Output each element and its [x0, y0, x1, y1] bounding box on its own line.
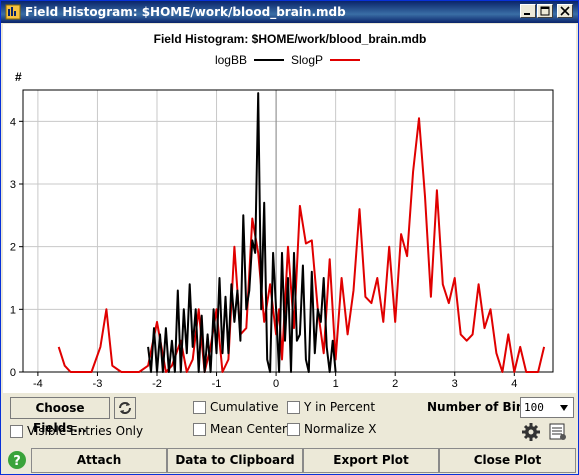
- window-title: Field Histogram: $HOME/work/blood_brain.…: [25, 5, 346, 19]
- y-in-percent-label: Y in Percent: [304, 400, 376, 414]
- app-icon: [5, 4, 21, 20]
- mean-center-label: Mean Center: [210, 422, 287, 436]
- y-tick-label: 2: [10, 242, 16, 254]
- y-tick-label: 3: [10, 179, 16, 191]
- series-line-slogp: [57, 117, 546, 373]
- plot-frame: [22, 89, 554, 373]
- export-plot-button[interactable]: Export Plot: [303, 448, 439, 473]
- refresh-icon: [119, 402, 131, 414]
- x-tick-label: 3: [452, 378, 458, 390]
- chart-title: Field Histogram: $HOME/work/blood_brain.…: [154, 32, 427, 46]
- mean-center-checkbox[interactable]: [193, 423, 206, 436]
- normalize-x-label: Normalize X: [304, 422, 377, 436]
- num-bins-select[interactable]: 100: [520, 397, 574, 418]
- num-bins-value: 100: [524, 401, 544, 414]
- visible-entries-only-label: Visible Entries Only: [27, 424, 144, 438]
- series-line-logbb: [147, 92, 337, 373]
- y-tick-label: 0: [10, 367, 16, 379]
- help-icon: ?: [8, 451, 26, 469]
- legend-label-logbb: logBB: [215, 53, 247, 67]
- x-tick-label: 2: [392, 378, 398, 390]
- x-tick-label: -4: [33, 378, 43, 390]
- settings-button[interactable]: [521, 422, 541, 442]
- table-view-button[interactable]: [548, 422, 568, 442]
- close-button[interactable]: [557, 4, 573, 18]
- legend-label-slogp: SlogP: [291, 53, 323, 67]
- x-tick-label: -2: [152, 378, 162, 390]
- y-axis-label: #: [15, 70, 22, 84]
- histogram-chart: Field Histogram: $HOME/work/blood_brain.…: [10, 32, 554, 390]
- y-tick-label: 4: [10, 116, 16, 128]
- maximize-button[interactable]: [537, 4, 553, 18]
- num-bins-label: Number of Bins:: [427, 400, 537, 414]
- gear-icon: [522, 423, 540, 441]
- data-to-clipboard-button[interactable]: Data to Clipboard: [167, 448, 303, 473]
- visible-entries-only-checkbox[interactable]: [10, 425, 23, 438]
- y-in-percent-checkbox[interactable]: [287, 401, 300, 414]
- y-tick-label: 1: [10, 304, 16, 316]
- x-tick-label: 4: [511, 378, 517, 390]
- help-button[interactable]: ?: [7, 450, 27, 470]
- normalize-x-checkbox[interactable]: [287, 423, 300, 436]
- plot-area: Field Histogram: $HOME/work/blood_brain.…: [3, 24, 576, 393]
- title-bar[interactable]: Field Histogram: $HOME/work/blood_brain.…: [1, 1, 578, 23]
- x-tick-label: -1: [212, 378, 222, 390]
- svg-text:?: ?: [13, 454, 21, 469]
- close-plot-button[interactable]: Close Plot: [439, 448, 576, 473]
- legend: logBB SlogP: [215, 53, 360, 67]
- x-tick-label: -3: [93, 378, 103, 390]
- minimize-button[interactable]: [520, 4, 536, 18]
- maximize-icon: [540, 6, 550, 16]
- minimize-icon: [524, 13, 530, 15]
- close-icon: [560, 6, 570, 16]
- cumulative-checkbox[interactable]: [193, 401, 206, 414]
- table-icon: [549, 423, 566, 440]
- attach-button[interactable]: Attach: [31, 448, 167, 473]
- cumulative-label: Cumulative: [210, 400, 279, 414]
- choose-fields-button[interactable]: Choose Fields...: [10, 397, 110, 435]
- x-tick-label: 0: [273, 378, 279, 390]
- chevron-down-icon: [560, 405, 568, 411]
- x-tick-label: 1: [333, 378, 339, 390]
- refresh-button[interactable]: [114, 397, 136, 419]
